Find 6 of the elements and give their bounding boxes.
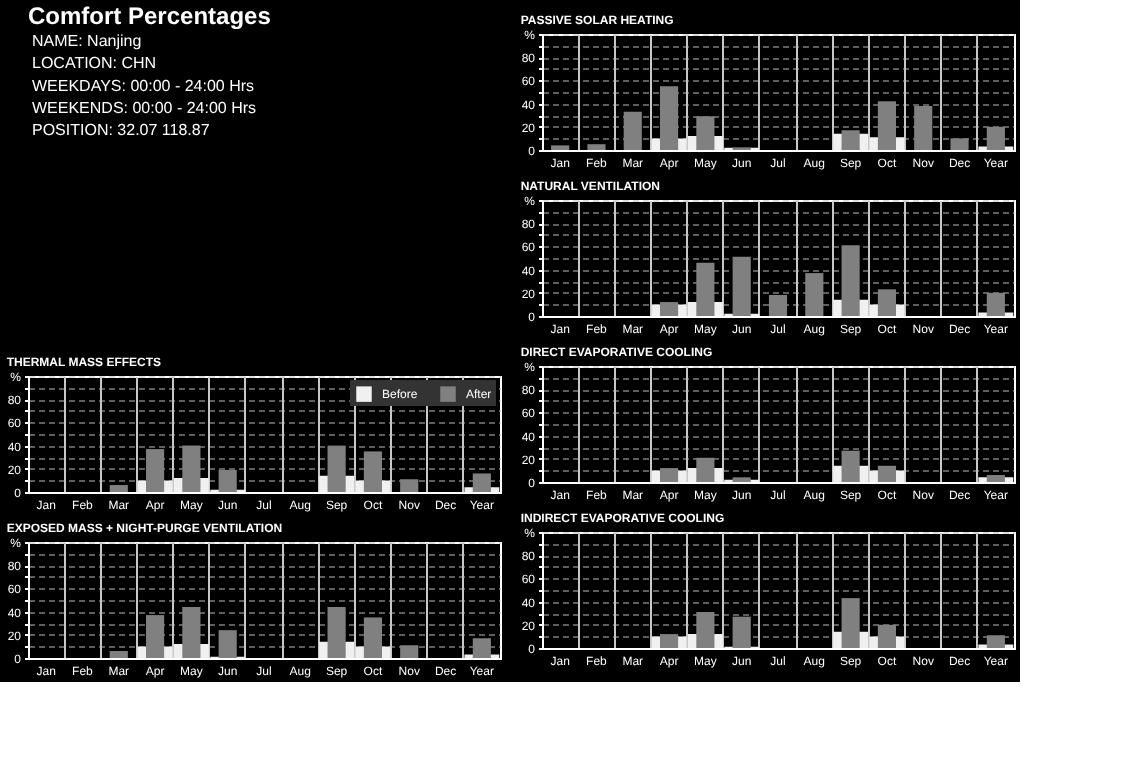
- text: LOCATION: CHN: [32, 54, 157, 73]
- text: WEEKENDS: 00:00 - 24:00 Hrs: [32, 98, 257, 117]
- text: POSITION: 32.07 118.87: [32, 121, 211, 140]
- text: WEEKDAYS: 00:00 - 24:00 Hrs: [32, 76, 255, 95]
- text: Comfort Percentages: [28, 2, 272, 30]
- text: NAME: Nanjing: [32, 32, 142, 50]
